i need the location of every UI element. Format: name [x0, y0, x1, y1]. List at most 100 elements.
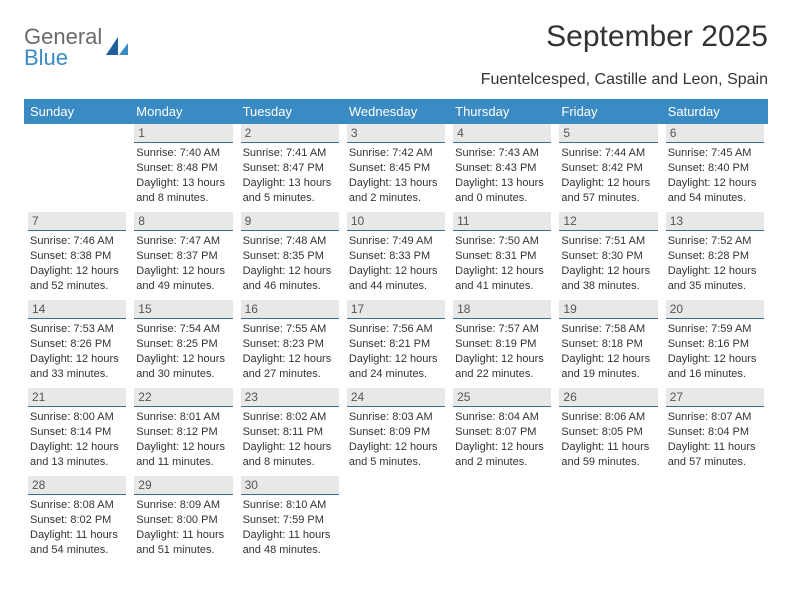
title-block: September 2025: [546, 20, 768, 54]
daylight-text: Daylight: 12 hours: [561, 352, 655, 367]
daylight-text: and 27 minutes.: [243, 367, 337, 382]
daylight-text: and 52 minutes.: [30, 279, 124, 294]
calendar-day-cell: 26Sunrise: 8:06 AMSunset: 8:05 PMDayligh…: [555, 388, 661, 476]
day-cell-inner: 25Sunrise: 8:04 AMSunset: 8:07 PMDayligh…: [449, 388, 555, 475]
daylight-text: and 2 minutes.: [455, 455, 549, 470]
day-info: Sunrise: 7:40 AMSunset: 8:48 PMDaylight:…: [134, 146, 232, 205]
sunrise-text: Sunrise: 7:53 AM: [30, 322, 124, 337]
daylight-text: and 51 minutes.: [136, 543, 230, 558]
day-number-bar: 14: [28, 300, 126, 319]
sunrise-text: Sunrise: 8:10 AM: [243, 498, 337, 513]
daylight-text: Daylight: 13 hours: [136, 176, 230, 191]
daylight-text: and 2 minutes.: [349, 191, 443, 206]
day-info: Sunrise: 8:03 AMSunset: 8:09 PMDaylight:…: [347, 410, 445, 469]
sunset-text: Sunset: 8:14 PM: [30, 425, 124, 440]
daylight-text: and 16 minutes.: [668, 367, 762, 382]
day-info: Sunrise: 8:10 AMSunset: 7:59 PMDaylight:…: [241, 498, 339, 557]
daylight-text: Daylight: 12 hours: [455, 264, 549, 279]
day-cell-inner: 11Sunrise: 7:50 AMSunset: 8:31 PMDayligh…: [449, 212, 555, 299]
calendar-day-cell: 28Sunrise: 8:08 AMSunset: 8:02 PMDayligh…: [24, 476, 130, 564]
day-number-bar: 17: [347, 300, 445, 319]
day-info: Sunrise: 7:51 AMSunset: 8:30 PMDaylight:…: [559, 234, 657, 293]
day-number-bar: 1: [134, 124, 232, 143]
calendar-week-row: 1 Sunrise: 7:40 AMSunset: 8:48 PMDaylight…: [24, 124, 768, 212]
daylight-text: Daylight: 12 hours: [136, 264, 230, 279]
sunrise-text: Sunrise: 8:03 AM: [349, 410, 443, 425]
sunset-text: Sunset: 7:59 PM: [243, 513, 337, 528]
day-number-bar: 26: [559, 388, 657, 407]
day-cell-inner: 3 Sunrise: 7:42 AMSunset: 8:45 PMDaylight…: [343, 124, 449, 211]
day-cell-inner: 13Sunrise: 7:52 AMSunset: 8:28 PMDayligh…: [662, 212, 768, 299]
daylight-text: and 44 minutes.: [349, 279, 443, 294]
daylight-text: Daylight: 12 hours: [30, 352, 124, 367]
daylight-text: and 8 minutes.: [136, 191, 230, 206]
daylight-text: Daylight: 12 hours: [668, 176, 762, 191]
calendar-day-cell: 30Sunrise: 8:10 AMSunset: 7:59 PMDayligh…: [237, 476, 343, 564]
daylight-text: Daylight: 12 hours: [136, 440, 230, 455]
daylight-text: Daylight: 12 hours: [349, 264, 443, 279]
calendar-day-cell: 11Sunrise: 7:50 AMSunset: 8:31 PMDayligh…: [449, 212, 555, 300]
calendar-body: 1 Sunrise: 7:40 AMSunset: 8:48 PMDaylight…: [24, 124, 768, 564]
sunset-text: Sunset: 8:21 PM: [349, 337, 443, 352]
sunset-text: Sunset: 8:12 PM: [136, 425, 230, 440]
day-info: Sunrise: 8:00 AMSunset: 8:14 PMDaylight:…: [28, 410, 126, 469]
day-cell-inner: [343, 476, 449, 503]
day-cell-inner: 21 Sunrise: 8:00 AMSunset: 8:14 PMDayligh…: [24, 388, 130, 475]
day-cell-inner: [24, 124, 130, 151]
day-info: Sunrise: 8:09 AMSunset: 8:00 PMDaylight:…: [134, 498, 232, 557]
sunset-text: Sunset: 8:40 PM: [668, 161, 762, 176]
logo-text-block: General Blue: [24, 26, 102, 69]
daylight-text: Daylight: 12 hours: [668, 264, 762, 279]
sail-icon: [104, 35, 130, 57]
sunset-text: Sunset: 8:19 PM: [455, 337, 549, 352]
calendar-day-cell: 3 Sunrise: 7:42 AMSunset: 8:45 PMDaylight…: [343, 124, 449, 212]
calendar-day-cell: 13Sunrise: 7:52 AMSunset: 8:28 PMDayligh…: [662, 212, 768, 300]
sunrise-text: Sunrise: 7:43 AM: [455, 146, 549, 161]
calendar-day-cell: 10Sunrise: 7:49 AMSunset: 8:33 PMDayligh…: [343, 212, 449, 300]
day-info: Sunrise: 7:41 AMSunset: 8:47 PMDaylight:…: [241, 146, 339, 205]
calendar-day-cell: 20Sunrise: 7:59 AMSunset: 8:16 PMDayligh…: [662, 300, 768, 388]
day-number-bar: 7: [28, 212, 126, 231]
weekday-header: Sunday: [24, 99, 130, 124]
day-info: Sunrise: 7:55 AMSunset: 8:23 PMDaylight:…: [241, 322, 339, 381]
day-cell-inner: 8Sunrise: 7:47 AMSunset: 8:37 PMDaylight…: [130, 212, 236, 299]
sunrise-text: Sunrise: 8:01 AM: [136, 410, 230, 425]
daylight-text: Daylight: 13 hours: [349, 176, 443, 191]
day-number-bar: 3: [347, 124, 445, 143]
daylight-text: and 35 minutes.: [668, 279, 762, 294]
calendar-week-row: 28Sunrise: 8:08 AMSunset: 8:02 PMDayligh…: [24, 476, 768, 564]
daylight-text: Daylight: 13 hours: [243, 176, 337, 191]
sunset-text: Sunset: 8:28 PM: [668, 249, 762, 264]
calendar-day-cell: 19Sunrise: 7:58 AMSunset: 8:18 PMDayligh…: [555, 300, 661, 388]
day-number-bar: 20: [666, 300, 764, 319]
day-number-bar: 4: [453, 124, 551, 143]
day-number-bar: 27: [666, 388, 764, 407]
daylight-text: Daylight: 12 hours: [243, 264, 337, 279]
daylight-text: and 59 minutes.: [561, 455, 655, 470]
day-number-bar: 24: [347, 388, 445, 407]
sunrise-text: Sunrise: 7:57 AM: [455, 322, 549, 337]
day-cell-inner: 30Sunrise: 8:10 AMSunset: 7:59 PMDayligh…: [237, 476, 343, 563]
day-number-bar: 21: [28, 388, 126, 407]
sunset-text: Sunset: 8:47 PM: [243, 161, 337, 176]
daylight-text: and 57 minutes.: [668, 455, 762, 470]
daylight-text: Daylight: 11 hours: [30, 528, 124, 543]
daylight-text: and 19 minutes.: [561, 367, 655, 382]
day-cell-inner: 4 Sunrise: 7:43 AMSunset: 8:43 PMDaylight…: [449, 124, 555, 211]
day-cell-inner: 19Sunrise: 7:58 AMSunset: 8:18 PMDayligh…: [555, 300, 661, 387]
day-number-bar: 23: [241, 388, 339, 407]
daylight-text: Daylight: 12 hours: [455, 352, 549, 367]
calendar-week-row: 21 Sunrise: 8:00 AMSunset: 8:14 PMDayligh…: [24, 388, 768, 476]
daylight-text: Daylight: 12 hours: [455, 440, 549, 455]
daylight-text: and 13 minutes.: [30, 455, 124, 470]
sunset-text: Sunset: 8:09 PM: [349, 425, 443, 440]
sunrise-text: Sunrise: 7:41 AM: [243, 146, 337, 161]
weekday-header: Tuesday: [237, 99, 343, 124]
day-cell-inner: 22Sunrise: 8:01 AMSunset: 8:12 PMDayligh…: [130, 388, 236, 475]
day-cell-inner: 10Sunrise: 7:49 AMSunset: 8:33 PMDayligh…: [343, 212, 449, 299]
day-info: Sunrise: 7:43 AMSunset: 8:43 PMDaylight:…: [453, 146, 551, 205]
day-cell-inner: 5Sunrise: 7:44 AMSunset: 8:42 PMDaylight…: [555, 124, 661, 211]
daylight-text: and 48 minutes.: [243, 543, 337, 558]
daylight-text: and 41 minutes.: [455, 279, 549, 294]
day-info: Sunrise: 7:42 AMSunset: 8:45 PMDaylight:…: [347, 146, 445, 205]
